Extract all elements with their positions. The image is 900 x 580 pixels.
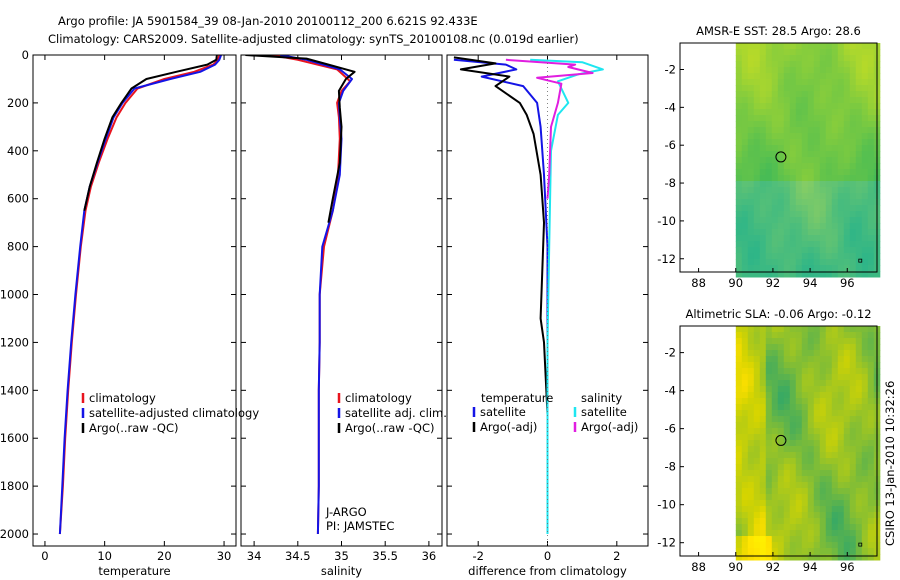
plot-frame bbox=[240, 54, 443, 547]
legend-label: satellite bbox=[480, 405, 526, 419]
figure-title-line2: Climatology: CARS2009. Satellite-adjuste… bbox=[48, 32, 579, 46]
legend-heading-temperature: temperature bbox=[481, 391, 553, 405]
sla-map-panel: Altimetric SLA: -0.06 Argo: -0.12 88 90 92 9… bbox=[657, 307, 881, 574]
series-line bbox=[271, 55, 352, 535]
argo-position-marker bbox=[775, 434, 787, 446]
legend-label: Argo(-adj) bbox=[581, 420, 638, 434]
series-line bbox=[280, 55, 353, 535]
y-tick-label: -4 bbox=[665, 384, 676, 398]
map-frame bbox=[679, 325, 878, 557]
x-tick-label: 96 bbox=[840, 276, 855, 290]
y-tick-label: -6 bbox=[665, 422, 676, 436]
plot-frame bbox=[32, 54, 237, 547]
legend-heading-salinity: salinity bbox=[581, 391, 622, 405]
y-tick-label: 0 bbox=[22, 48, 29, 62]
legend-label: Argo(-adj) bbox=[480, 420, 537, 434]
y-tick-label: -8 bbox=[665, 460, 676, 474]
series-line bbox=[58, 55, 223, 535]
y-tick-label: 200 bbox=[7, 96, 29, 110]
x-tick-label: 90 bbox=[728, 276, 743, 290]
y-tick-label: 1400 bbox=[0, 383, 29, 397]
series-line bbox=[453, 58, 549, 534]
map-raster bbox=[735, 43, 881, 278]
reference-marker bbox=[858, 542, 863, 547]
y-tick-label: 1000 bbox=[0, 288, 29, 302]
x-tick-label: 36 bbox=[422, 549, 437, 563]
reference-marker bbox=[858, 258, 863, 263]
x-tick-label: 35 bbox=[334, 549, 349, 563]
x-tick-label: 94 bbox=[803, 276, 818, 290]
map-frame bbox=[679, 42, 878, 273]
series-line bbox=[530, 58, 604, 534]
y-tick-label: 800 bbox=[7, 240, 29, 254]
legend-label: climatology bbox=[345, 391, 412, 405]
y-tick-label: -2 bbox=[665, 346, 676, 360]
x-tick-label: 92 bbox=[766, 276, 781, 290]
map-title: Altimetric SLA: -0.06 Argo: -0.12 bbox=[685, 307, 871, 321]
legend-label: climatology bbox=[89, 391, 156, 405]
series-line bbox=[505, 58, 594, 199]
sst-map-panel: AMSR-E SST: 28.5 Argo: 28.6 88 90 92 94 96 -2 -… bbox=[657, 24, 881, 290]
figure-title-line1: Argo profile: JA 5901584_39 08-Jan-2010 … bbox=[58, 14, 478, 28]
y-tick-label: 1600 bbox=[0, 431, 29, 445]
legend-label: Argo(..raw -QC) bbox=[345, 421, 435, 435]
y-tick-label: -12 bbox=[657, 536, 676, 550]
series-line bbox=[453, 56, 549, 534]
x-tick-label: 35.5 bbox=[372, 549, 398, 563]
legend-label: satellite bbox=[581, 405, 627, 419]
legend-label: satellite-adjusted climatology bbox=[89, 406, 259, 420]
side-label: CSIRO 13-Jan-2010 10:32:26 bbox=[883, 381, 897, 546]
x-tick-label: 0 bbox=[41, 549, 48, 563]
temperature-panel: 0 10 20 30 0 200 400 600 800 1000 1200 1400 1600 1800… bbox=[0, 48, 259, 578]
y-tick-label: 1800 bbox=[0, 479, 29, 493]
pi-annotation: PI: JAMSTEC bbox=[326, 519, 394, 533]
x-tick-label: 34 bbox=[247, 549, 262, 563]
x-tick-label: 88 bbox=[691, 560, 706, 574]
y-tick-label: 400 bbox=[7, 144, 29, 158]
map-raster bbox=[735, 326, 881, 561]
x-axis-label: difference from climatology bbox=[468, 564, 627, 578]
y-tick-label: 1200 bbox=[0, 335, 29, 349]
y-tick-label: -12 bbox=[657, 252, 676, 266]
y-tick-label: -4 bbox=[665, 100, 676, 114]
x-tick-label: 10 bbox=[97, 549, 112, 563]
x-tick-label: 30 bbox=[217, 549, 232, 563]
series-group bbox=[58, 55, 223, 535]
x-tick-label: 96 bbox=[840, 560, 855, 574]
y-tick-label: 600 bbox=[7, 192, 29, 206]
x-axis-label: temperature bbox=[98, 564, 170, 578]
legend-label: Argo(..raw -QC) bbox=[89, 421, 179, 435]
legend-label: satellite adj. clim. bbox=[345, 406, 447, 420]
y-tick-label: -10 bbox=[657, 498, 676, 512]
y-tick-label: -6 bbox=[665, 138, 676, 152]
map-title: AMSR-E SST: 28.5 Argo: 28.6 bbox=[696, 24, 861, 38]
x-tick-label: 88 bbox=[691, 276, 706, 290]
float-annotation: J-ARGO bbox=[325, 505, 367, 519]
series-group bbox=[453, 56, 604, 534]
series-line bbox=[83, 55, 218, 211]
x-tick-label: 94 bbox=[803, 560, 818, 574]
y-tick-label: -2 bbox=[665, 62, 676, 76]
x-tick-label: 92 bbox=[766, 560, 781, 574]
x-axis-label: salinity bbox=[321, 564, 362, 578]
y-tick-label: 2000 bbox=[0, 527, 29, 541]
x-tick-label: 34.5 bbox=[285, 549, 311, 563]
series-line bbox=[245, 55, 356, 223]
y-tick-label: -8 bbox=[665, 176, 676, 190]
series-group bbox=[245, 55, 356, 535]
x-tick-label: -2 bbox=[472, 549, 483, 563]
x-tick-label: 90 bbox=[728, 560, 743, 574]
y-tick-label: -10 bbox=[657, 214, 676, 228]
x-tick-label: 20 bbox=[157, 549, 172, 563]
argo-position-marker bbox=[775, 151, 787, 163]
x-tick-label: 2 bbox=[613, 549, 620, 563]
salinity-panel: 34 34.5 35 35.5 36 salinity climatologysatelli… bbox=[240, 54, 447, 578]
series-line bbox=[58, 55, 221, 535]
x-tick-label: 0 bbox=[544, 549, 551, 563]
